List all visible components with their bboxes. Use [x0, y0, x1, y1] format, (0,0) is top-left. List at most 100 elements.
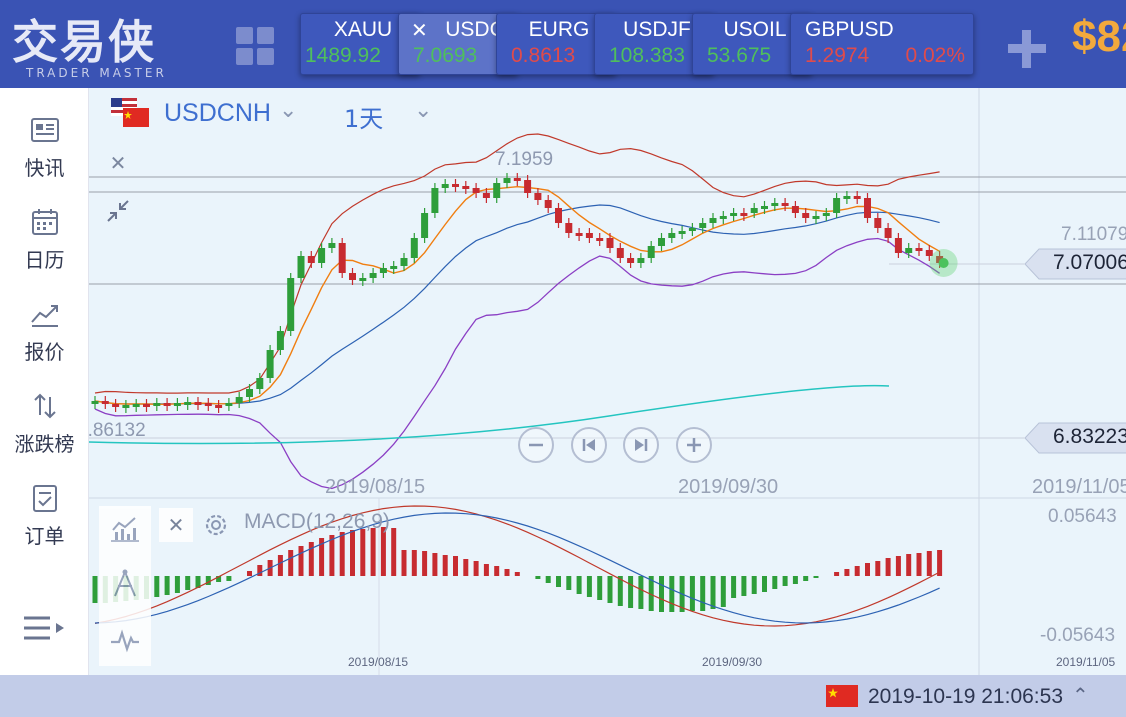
ticker-gbpusd[interactable]: GBPUSD 1.2974 0.02%	[790, 13, 974, 75]
macd-bar	[772, 576, 778, 589]
macd-dif-line	[94, 505, 940, 627]
period-label: 1天	[344, 105, 384, 133]
ticker-price: 53.675	[707, 44, 772, 67]
candle	[112, 404, 120, 407]
ticker-name: EURG	[528, 18, 590, 41]
macd-title: MACD(12,26,9)	[244, 510, 390, 533]
logo-title: 交易侠	[12, 15, 156, 69]
candle	[905, 248, 913, 253]
indicator-toolbar	[99, 506, 151, 666]
candle	[781, 203, 789, 206]
ticker-price: 1489.92	[305, 44, 381, 67]
sidebar-item-label: 快讯	[24, 156, 65, 180]
macd-bar	[782, 576, 788, 586]
menu-expand-icon[interactable]	[20, 612, 70, 646]
candle	[802, 213, 810, 218]
candle	[596, 238, 604, 241]
candle	[235, 397, 243, 403]
logo-subtitle: TRADER MASTER	[26, 66, 167, 80]
candle	[936, 256, 944, 263]
candle	[864, 198, 871, 218]
server-time: 2019-10-19 21:06:53	[868, 685, 1063, 708]
macd-bar	[257, 565, 263, 576]
macd-bar	[205, 576, 211, 585]
chevron-up-icon[interactable]: ⌃	[1072, 683, 1089, 707]
close-indicator-icon[interactable]: ✕	[109, 151, 127, 175]
candle	[853, 196, 861, 199]
candle	[204, 403, 212, 406]
sidebar-item-news[interactable]: 快讯	[0, 102, 89, 190]
candle	[482, 193, 490, 198]
candle	[462, 186, 470, 189]
macd-bar	[751, 576, 757, 594]
chart-area[interactable]: USDCNH ⌄ 1天 ⌄ ✕ 7.1959 6.86132 7.11079 7…	[89, 88, 1126, 675]
close-icon[interactable]: ✕	[411, 18, 428, 42]
candle	[884, 228, 892, 238]
macd-bar	[535, 576, 541, 579]
candle	[318, 248, 326, 263]
macd-bar	[401, 550, 407, 576]
macd-bar	[741, 576, 747, 596]
candle	[122, 405, 130, 408]
pulse-icon[interactable]	[107, 622, 143, 658]
usd-cnh-flag-icon	[111, 98, 149, 127]
candle	[874, 218, 882, 228]
zoom-out-button[interactable]	[518, 427, 554, 463]
sidebar-item-rankings[interactable]: 涨跌榜	[0, 378, 89, 466]
jump-start-button[interactable]	[571, 427, 607, 463]
candle	[379, 268, 387, 273]
candle	[843, 196, 851, 199]
sidebar-item-calendar[interactable]: 日历	[0, 194, 89, 282]
macd-bar	[339, 532, 345, 576]
chevron-down-icon: ⌄	[279, 98, 298, 123]
date-label: 2019/09/30	[678, 476, 779, 498]
price-chart[interactable]	[89, 88, 1126, 675]
grid-menu-icon[interactable]	[236, 27, 276, 67]
draw-tool-icon[interactable]	[107, 566, 143, 602]
status-bar: 2019-10-19 21:06:53 ⌃	[0, 675, 1126, 717]
candle	[493, 183, 501, 198]
jump-end-button[interactable]	[623, 427, 659, 463]
macd-bar	[834, 572, 840, 576]
candle	[740, 213, 748, 216]
close-macd-icon[interactable]: ✕	[159, 508, 193, 542]
ticker-price: 108.383	[609, 44, 685, 67]
price-axis-label: 7.11079	[1061, 224, 1126, 245]
symbol-select[interactable]: USDCNH ⌄	[109, 94, 299, 134]
candle	[668, 233, 676, 238]
candle	[91, 401, 99, 404]
high-price-label: 7.1959	[495, 149, 554, 170]
candle	[534, 193, 542, 200]
candle	[153, 403, 161, 406]
candle	[184, 402, 192, 405]
macd-bar	[638, 576, 644, 609]
sidebar-item-orders[interactable]: 订单	[0, 470, 89, 558]
add-ticker-icon[interactable]	[1004, 26, 1050, 72]
macd-bar	[865, 563, 870, 576]
zoom-in-button[interactable]	[676, 427, 712, 463]
candle	[173, 403, 181, 406]
candle	[750, 208, 758, 213]
macd-date-label: 2019/08/15	[348, 655, 409, 669]
macd-bar	[247, 571, 252, 576]
candle	[297, 256, 305, 278]
macd-date-label: 2019/09/30	[702, 655, 763, 669]
macd-bar	[720, 576, 726, 607]
updown-icon	[34, 393, 56, 419]
period-select[interactable]: 1天 ⌄	[344, 94, 444, 134]
sidebar-item-quotes[interactable]: 报价	[0, 286, 89, 374]
indicator-chart-icon[interactable]	[107, 510, 143, 546]
ticker-name: USOIL	[723, 18, 787, 41]
collapse-arrows-icon[interactable]	[105, 198, 131, 224]
ticker-price: 0.8613	[511, 44, 576, 67]
candle	[658, 238, 665, 246]
macd-bar	[298, 546, 304, 576]
gear-icon[interactable]	[199, 508, 233, 542]
macd-bar	[380, 527, 386, 576]
candle	[513, 178, 521, 181]
sidebar-item-label: 日历	[24, 248, 65, 272]
candle	[699, 223, 707, 228]
candle	[647, 246, 655, 258]
macd-bar	[895, 556, 901, 576]
symbol-label: USDCNH	[164, 99, 271, 127]
